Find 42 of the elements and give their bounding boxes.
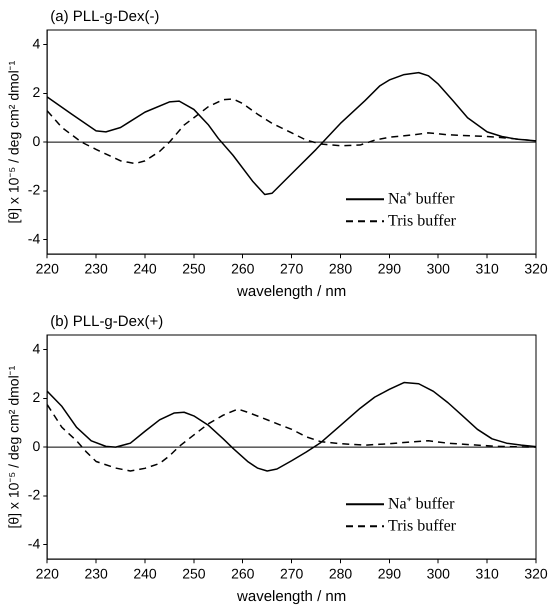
x-tick-label: 240: [133, 565, 157, 582]
x-axis-title: wavelength / nm: [236, 283, 346, 300]
y-tick-label: 4: [32, 35, 40, 52]
x-tick-label: 320: [524, 260, 548, 276]
y-tick-label: 2: [32, 389, 40, 406]
x-tick-label: 290: [378, 565, 402, 582]
x-tick-label: 250: [182, 565, 206, 582]
x-tick-label: 230: [84, 260, 108, 276]
y-tick-label: -4: [28, 230, 40, 246]
x-tick-label: 260: [231, 565, 255, 582]
x-tick-label: 220: [36, 260, 60, 276]
x-tick-label: 230: [84, 565, 108, 582]
y-tick-label: 0: [32, 438, 40, 454]
x-tick-label: 310: [475, 565, 500, 582]
y-axis-title: [θ] x 10⁻⁵ / deg cm² dmol⁻¹: [5, 60, 22, 224]
x-tick-label: 300: [426, 260, 450, 276]
y-tick-label: 2: [32, 84, 40, 100]
x-tick-label: 310: [475, 260, 500, 276]
x-tick-label: 240: [133, 260, 157, 276]
y-tick-label: 4: [32, 340, 40, 356]
y-tick-label: -2: [28, 182, 40, 198]
chart-title: (a) PLL-g-Dex(-): [50, 8, 160, 25]
x-tick-label: 270: [280, 260, 304, 276]
y-tick-label: -4: [28, 535, 40, 552]
legend-label: Na⁺ buffer: [388, 190, 456, 208]
legend-label: Na⁺ buffer: [388, 495, 456, 512]
x-tick-label: 270: [280, 565, 304, 582]
y-axis-title: [θ] x 10⁻⁵ / deg cm² dmol⁻¹: [5, 365, 22, 529]
y-tick-label: 0: [32, 132, 40, 149]
legend-label: Tris buffer: [388, 517, 457, 534]
x-tick-label: 220: [36, 565, 60, 582]
y-tick-label: -2: [28, 486, 40, 503]
legend-label: Tris buffer: [388, 212, 457, 230]
x-tick-label: 260: [231, 260, 255, 276]
x-axis-title: wavelength / nm: [236, 588, 346, 606]
x-tick-label: 300: [426, 565, 450, 582]
x-tick-label: 280: [328, 260, 352, 276]
x-tick-label: 280: [328, 565, 352, 582]
x-tick-label: 290: [378, 260, 402, 276]
chart-title: (b) PLL-g-Dex(+): [50, 313, 164, 330]
x-tick-label: 320: [524, 565, 548, 582]
x-tick-label: 250: [182, 260, 206, 276]
